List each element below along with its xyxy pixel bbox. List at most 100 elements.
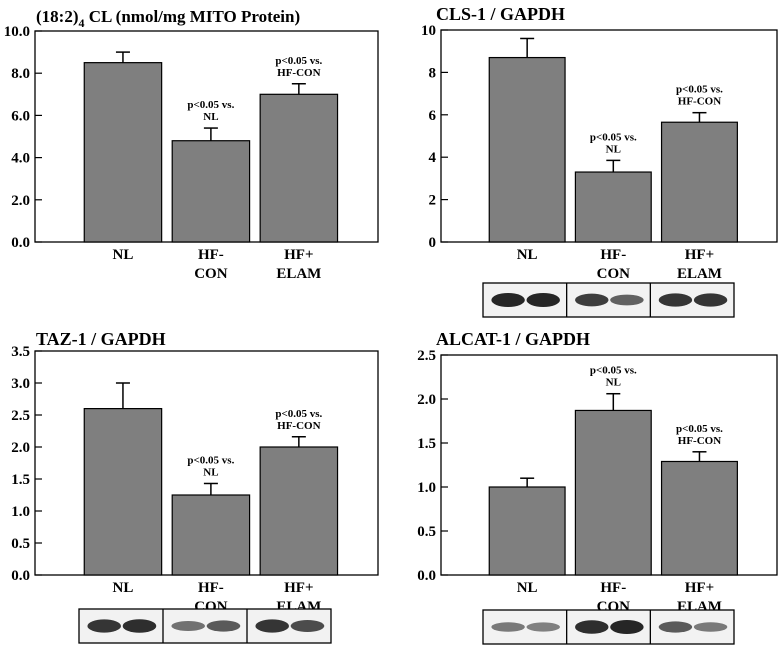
blot-band	[658, 621, 693, 633]
bar	[660, 460, 738, 576]
x-category-label: HF-	[198, 247, 224, 263]
y-tick-label: 0.0	[11, 235, 30, 251]
blot-band	[122, 619, 157, 633]
chart-title: TAZ-1 / GAPDH	[36, 329, 166, 349]
bar	[660, 121, 738, 243]
blot-band	[610, 294, 644, 306]
y-tick-label: 3.0	[11, 376, 30, 392]
bar	[171, 494, 251, 576]
bar	[574, 171, 652, 243]
y-tick-label: 3.5	[11, 344, 30, 360]
blot-band	[526, 293, 560, 307]
bar	[83, 62, 163, 243]
y-tick-label: 0.0	[417, 568, 436, 584]
significance-label: HF-CON	[277, 420, 320, 432]
chart-panel-alcat1: ALCAT-1 / GAPDH0.00.51.01.52.02.5NLp<0.0…	[417, 329, 778, 645]
y-tick-label: 10	[421, 23, 436, 39]
blot-band	[87, 619, 121, 633]
y-tick-label: 1.0	[417, 480, 436, 496]
blot-band	[491, 622, 525, 632]
y-tick-label: 2.0	[417, 392, 436, 408]
x-category-label: HF-	[600, 580, 626, 596]
x-category-label: CON	[194, 266, 228, 282]
blot-band	[610, 620, 644, 634]
x-category-label: HF+	[685, 580, 714, 596]
significance-label: HF-CON	[277, 67, 320, 79]
y-tick-label: 0.5	[11, 536, 30, 552]
y-tick-label: 1.0	[11, 504, 30, 520]
x-category-label: HF+	[284, 580, 313, 596]
significance-label: p<0.05 vs.	[275, 408, 322, 420]
x-category-label: NL	[517, 580, 538, 596]
chart-panel-cl: (18:2)4 CL (nmol/mg MITO Protein) 0.0 2.0 4…	[4, 7, 379, 282]
significance-label: p<0.05 vs.	[275, 55, 322, 67]
blot-band	[693, 622, 728, 632]
y-tick-label: 0	[429, 235, 437, 251]
blot-band	[491, 293, 525, 307]
chart-title: ALCAT-1 / GAPDH	[436, 329, 590, 349]
y-tick-label: 6	[429, 108, 437, 124]
bar	[171, 140, 251, 243]
bar	[83, 408, 163, 576]
western-blot	[78, 608, 332, 644]
y-tick-label: 8.0	[11, 66, 30, 82]
significance-label: p<0.05 vs.	[590, 365, 637, 377]
y-tick-label: 2.5	[417, 348, 436, 364]
x-category-label: CON	[597, 266, 631, 282]
significance-label: p<0.05 vs.	[676, 423, 723, 435]
significance-label: p<0.05 vs.	[590, 131, 637, 143]
x-category-label: HF-	[198, 580, 224, 596]
y-tick-label: 10.0	[4, 24, 30, 40]
chart-title: CLS-1 / GAPDH	[436, 4, 565, 24]
bar	[488, 486, 566, 576]
blot-band	[206, 620, 241, 632]
bar	[488, 56, 566, 243]
x-category-label: NL	[517, 247, 538, 263]
x-category-label: ELAM	[677, 266, 722, 282]
significance-label: NL	[203, 466, 218, 478]
significance-label: NL	[606, 143, 621, 155]
blot-band	[575, 620, 609, 634]
x-category-label: HF+	[284, 247, 313, 263]
western-blot	[482, 282, 735, 318]
blot-band	[575, 293, 609, 307]
y-tick-label: 1.5	[11, 472, 30, 488]
blot-band	[526, 622, 560, 632]
bar	[259, 93, 339, 243]
x-category-label: HF-	[600, 247, 626, 263]
bar	[574, 409, 652, 576]
chart-title: (18:2)4 CL (nmol/mg MITO Protein)	[36, 7, 300, 30]
x-category-label: NL	[113, 247, 134, 263]
bar	[259, 446, 339, 576]
y-tick-label: 2.5	[11, 408, 30, 424]
blot-band	[255, 619, 289, 633]
y-tick-label: 6.0	[11, 108, 30, 124]
significance-label: NL	[203, 111, 218, 123]
significance-label: p<0.05 vs.	[676, 84, 723, 96]
significance-label: p<0.05 vs.	[187, 454, 234, 466]
significance-label: HF-CON	[678, 435, 721, 447]
significance-label: HF-CON	[678, 96, 721, 108]
y-tick-label: 0.5	[417, 524, 436, 540]
y-tick-label: 0.0	[11, 568, 30, 584]
x-category-label: NL	[113, 580, 134, 596]
chart-panel-taz1: TAZ-1 / GAPDH0.00.51.01.52.02.53.03.5NLp…	[11, 329, 379, 644]
y-tick-label: 2.0	[11, 193, 30, 209]
blot-band	[171, 621, 205, 631]
blot-band	[693, 293, 728, 307]
significance-label: NL	[606, 377, 621, 389]
x-category-label: HF+	[685, 247, 714, 263]
significance-label: p<0.05 vs.	[187, 99, 234, 111]
y-tick-label: 2	[429, 193, 437, 209]
western-blot	[482, 609, 735, 645]
y-tick-label: 8	[429, 65, 437, 81]
y-tick-label: 1.5	[417, 436, 436, 452]
y-tick-label: 2.0	[11, 440, 30, 456]
blot-band	[290, 620, 325, 632]
blot-band	[658, 293, 693, 307]
x-category-label: ELAM	[276, 266, 321, 282]
y-tick-label: 4	[429, 150, 437, 166]
y-tick-label: 4.0	[11, 151, 30, 167]
